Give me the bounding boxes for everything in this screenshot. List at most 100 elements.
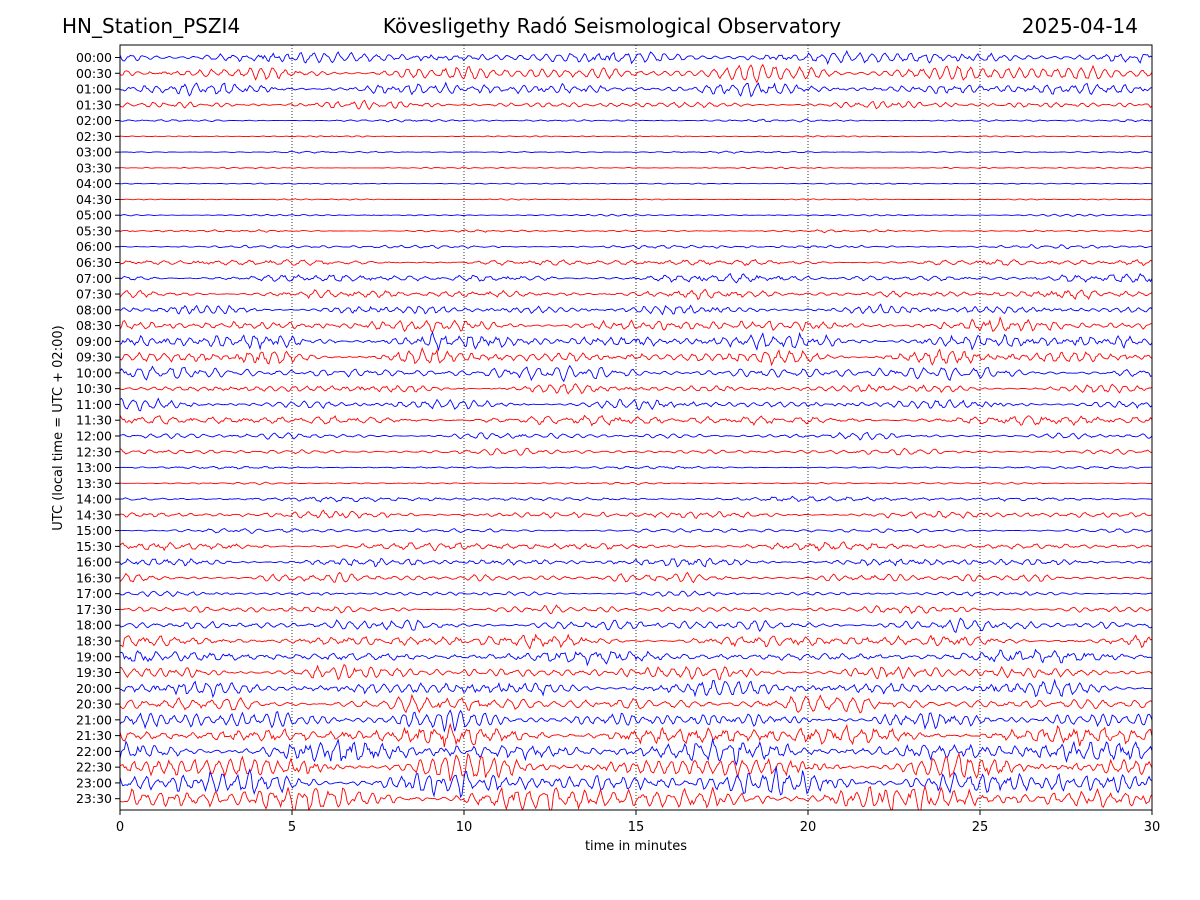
y-tick-label-00:30: 00:30 bbox=[76, 66, 112, 81]
trace-11:00 bbox=[120, 397, 1152, 412]
trace-17:30 bbox=[120, 604, 1152, 615]
trace-12:30 bbox=[120, 447, 1152, 456]
y-tick-label-23:30: 23:30 bbox=[76, 791, 112, 806]
y-tick-label-01:30: 01:30 bbox=[76, 97, 112, 112]
trace-10:00 bbox=[120, 364, 1152, 383]
x-tick-label-10: 10 bbox=[456, 820, 473, 835]
y-tick-label-16:00: 16:00 bbox=[76, 555, 112, 570]
y-tick-label-15:00: 15:00 bbox=[76, 523, 112, 538]
x-tick-label-30: 30 bbox=[1144, 820, 1161, 835]
y-tick-label-10:30: 10:30 bbox=[76, 381, 112, 396]
y-tick-label-21:00: 21:00 bbox=[76, 712, 112, 727]
trace-22:30 bbox=[120, 752, 1152, 782]
trace-16:00 bbox=[120, 557, 1152, 568]
y-tick-label-18:30: 18:30 bbox=[76, 633, 112, 648]
trace-02:00 bbox=[120, 118, 1152, 123]
y-tick-label-06:00: 06:00 bbox=[76, 239, 112, 254]
y-tick-label-12:30: 12:30 bbox=[76, 444, 112, 459]
seismic-traces bbox=[120, 49, 1152, 810]
trace-04:00 bbox=[120, 182, 1152, 185]
trace-18:00 bbox=[120, 617, 1152, 634]
trace-05:00 bbox=[120, 213, 1152, 217]
y-tick-label-18:00: 18:00 bbox=[76, 618, 112, 633]
trace-10:30 bbox=[120, 383, 1152, 395]
trace-02:30 bbox=[120, 135, 1152, 138]
y-tick-label-06:30: 06:30 bbox=[76, 255, 112, 270]
y-tick-label-11:00: 11:00 bbox=[76, 397, 112, 412]
y-tick-label-03:00: 03:00 bbox=[76, 145, 112, 160]
y-tick-label-09:00: 09:00 bbox=[76, 334, 112, 349]
trace-19:30 bbox=[120, 663, 1152, 681]
trace-00:30 bbox=[120, 63, 1152, 84]
trace-00:00 bbox=[120, 49, 1152, 66]
trace-20:30 bbox=[120, 693, 1152, 714]
y-tick-label-20:30: 20:30 bbox=[76, 697, 112, 712]
y-tick-label-00:00: 00:00 bbox=[76, 50, 112, 65]
trace-14:30 bbox=[120, 509, 1152, 520]
y-tick-label-15:30: 15:30 bbox=[76, 539, 112, 554]
trace-04:30 bbox=[120, 198, 1152, 201]
trace-16:30 bbox=[120, 571, 1152, 584]
y-tick-label-17:30: 17:30 bbox=[76, 602, 112, 617]
trace-12:00 bbox=[120, 431, 1152, 441]
y-tick-label-20:00: 20:00 bbox=[76, 681, 112, 696]
y-tick-label-07:00: 07:00 bbox=[76, 271, 112, 286]
x-ticks: 0 5 10 15 20 25 30 bbox=[116, 810, 1160, 835]
y-tick-label-04:30: 04:30 bbox=[76, 192, 112, 207]
trace-01:00 bbox=[120, 81, 1152, 98]
trace-13:00 bbox=[120, 465, 1152, 470]
trace-06:30 bbox=[120, 258, 1152, 267]
y-tick-label-14:00: 14:00 bbox=[76, 492, 112, 507]
trace-22:00 bbox=[120, 738, 1152, 767]
y-tick-label-21:30: 21:30 bbox=[76, 728, 112, 743]
y-tick-label-19:00: 19:00 bbox=[76, 649, 112, 664]
x-tick-label-20: 20 bbox=[800, 820, 817, 835]
trace-18:30 bbox=[120, 633, 1152, 650]
trace-15:30 bbox=[120, 541, 1152, 552]
station-name: HN_Station_PSZI4 bbox=[62, 14, 241, 38]
y-tick-label-11:30: 11:30 bbox=[76, 413, 112, 428]
y-tick-labels: 00:0000:3001:0001:3002:0002:3003:0003:30… bbox=[76, 50, 120, 806]
y-tick-label-02:30: 02:30 bbox=[76, 129, 112, 144]
trace-03:30 bbox=[120, 166, 1152, 170]
y-tick-label-05:00: 05:00 bbox=[76, 208, 112, 223]
y-tick-label-02:00: 02:00 bbox=[76, 113, 112, 128]
x-axis-label: time in minutes bbox=[585, 839, 687, 854]
y-axis-label: UTC (local time = UTC + 02:00) bbox=[51, 325, 66, 530]
trace-03:00 bbox=[120, 150, 1152, 154]
trace-01:30 bbox=[120, 99, 1152, 111]
y-tick-label-22:00: 22:00 bbox=[76, 744, 112, 759]
y-tick-label-01:00: 01:00 bbox=[76, 82, 112, 97]
y-tick-label-08:30: 08:30 bbox=[76, 318, 112, 333]
plot-date: 2025-04-14 bbox=[1021, 14, 1138, 38]
trace-07:00 bbox=[120, 272, 1152, 284]
y-tick-label-14:30: 14:30 bbox=[76, 507, 112, 522]
trace-23:00 bbox=[120, 766, 1152, 799]
trace-19:00 bbox=[120, 648, 1152, 667]
trace-17:00 bbox=[120, 590, 1152, 597]
x-tick-label-5: 5 bbox=[288, 820, 296, 835]
y-tick-label-05:30: 05:30 bbox=[76, 223, 112, 238]
trace-08:00 bbox=[120, 303, 1152, 316]
trace-09:30 bbox=[120, 346, 1152, 367]
y-tick-label-09:30: 09:30 bbox=[76, 350, 112, 365]
trace-08:30 bbox=[120, 316, 1152, 334]
gridlines bbox=[291, 45, 981, 810]
trace-23:30 bbox=[120, 786, 1152, 810]
x-tick-label-15: 15 bbox=[628, 820, 645, 835]
y-tick-label-07:30: 07:30 bbox=[76, 287, 112, 302]
y-tick-label-13:00: 13:00 bbox=[76, 460, 112, 475]
y-tick-label-19:30: 19:30 bbox=[76, 665, 112, 680]
trace-07:30 bbox=[120, 288, 1152, 301]
y-tick-label-23:00: 23:00 bbox=[76, 775, 112, 790]
y-tick-label-17:00: 17:00 bbox=[76, 586, 112, 601]
trace-05:30 bbox=[120, 229, 1152, 234]
y-tick-label-16:30: 16:30 bbox=[76, 570, 112, 585]
trace-21:30 bbox=[120, 722, 1152, 748]
trace-21:00 bbox=[120, 709, 1152, 733]
y-tick-label-12:00: 12:00 bbox=[76, 428, 112, 443]
trace-15:00 bbox=[120, 528, 1152, 534]
trace-06:00 bbox=[120, 243, 1152, 250]
trace-09:00 bbox=[120, 331, 1152, 352]
